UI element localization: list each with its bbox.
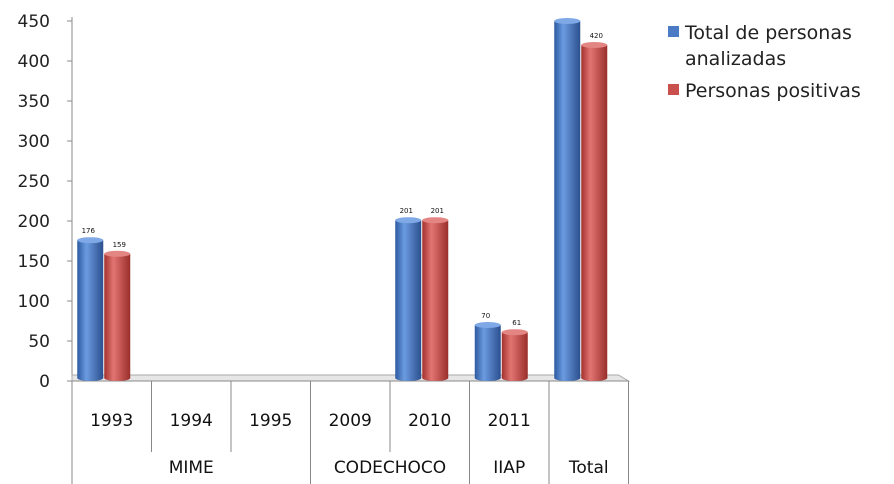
- bar-total-1993-top: [77, 237, 104, 244]
- legend-item-positive: Personas positivas: [668, 78, 894, 104]
- data-label: 61: [512, 319, 521, 327]
- bar-total-2011-body: [474, 325, 501, 378]
- bar-total-Total-body: [554, 21, 581, 378]
- bar-positive-2010-top: [422, 217, 449, 224]
- bar-positive-2011-top: [501, 329, 528, 336]
- y-tick-label: 50: [28, 332, 50, 352]
- bars: 176 159 201 201 70 61 420: [77, 18, 608, 381]
- bar-total-1993-body: [77, 240, 104, 378]
- data-label: 201: [400, 207, 413, 215]
- bar-positive-1993-body: [104, 253, 131, 378]
- legend-label: Personas positivas: [685, 80, 861, 102]
- y-tick-labels: 0 50 100 150 200 250 300 350 400 450: [18, 12, 50, 392]
- data-label: 159: [113, 241, 126, 249]
- bar-total-2010-base: [395, 375, 422, 381]
- category-label: 1993: [90, 411, 133, 431]
- legend-label: Total de personas analizadas: [685, 22, 852, 70]
- y-tick-label: 350: [18, 92, 50, 112]
- group-label: IIAP: [493, 458, 525, 478]
- y-tick-label: 200: [18, 212, 50, 232]
- data-label: 176: [82, 227, 96, 235]
- y-tick-label: 0: [39, 372, 50, 392]
- bar-positive-2010-base: [422, 375, 449, 381]
- legend-item-total: Total de personas analizadas: [668, 20, 894, 72]
- category-label: 2009: [329, 411, 372, 431]
- category-labels: 1993 1994 1995 2009 2010 2011 MIME CODECHOCO IIA…: [90, 411, 608, 478]
- bar-positive-2011: [501, 329, 528, 381]
- bar-total-2011: [474, 322, 501, 381]
- bar-total-2010: [395, 217, 422, 381]
- bar-positive-1993-base: [104, 375, 131, 381]
- bar-total-2011-top: [474, 322, 501, 328]
- bar-total-2011-base: [474, 375, 501, 381]
- bar-total-Total-top: [554, 18, 581, 24]
- bar-positive-2010-body: [422, 220, 449, 378]
- chart-floor: [71, 374, 631, 382]
- bar-positive-2011-base: [501, 375, 528, 381]
- legend-swatch-red: [668, 84, 679, 95]
- category-label: 1994: [170, 411, 213, 431]
- group-label: Total: [568, 458, 609, 478]
- bar-positive-2010: [422, 217, 449, 381]
- group-label: MIME: [169, 458, 214, 478]
- bar-positive-Total-body: [581, 45, 608, 378]
- y-tick-label: 450: [18, 12, 50, 32]
- bar-positive-1993: [104, 250, 131, 381]
- bar-total-1993-base: [77, 375, 104, 381]
- category-label: 2010: [408, 411, 451, 431]
- legend-swatch-blue: [668, 26, 679, 37]
- bar-positive-2011-body: [501, 332, 528, 378]
- bar-total-2010-body: [395, 220, 422, 378]
- data-label: 201: [431, 207, 444, 215]
- bar-total-Total-base: [554, 375, 581, 381]
- data-label: 70: [481, 312, 490, 320]
- bar-positive-Total-top: [581, 42, 608, 48]
- group-label: CODECHOCO: [334, 458, 446, 478]
- y-tick-label: 300: [18, 132, 50, 152]
- y-tick-label: 100: [18, 292, 50, 312]
- bar-positive-1993-top: [104, 250, 131, 257]
- category-label: 1995: [249, 411, 292, 431]
- legend: Total de personas analizadas Personas po…: [668, 20, 894, 110]
- bar-positive-Total: [581, 42, 608, 381]
- y-tick-label: 400: [18, 52, 50, 72]
- y-tick-label: 150: [18, 252, 50, 272]
- data-label: 420: [590, 32, 603, 40]
- bar-total-Total: [554, 18, 581, 381]
- bar-total-2010-top: [395, 217, 422, 224]
- bar-positive-Total-base: [581, 375, 608, 381]
- bar-total-1993: [77, 237, 104, 381]
- category-label: 2011: [488, 411, 531, 431]
- y-tick-label: 250: [18, 172, 50, 192]
